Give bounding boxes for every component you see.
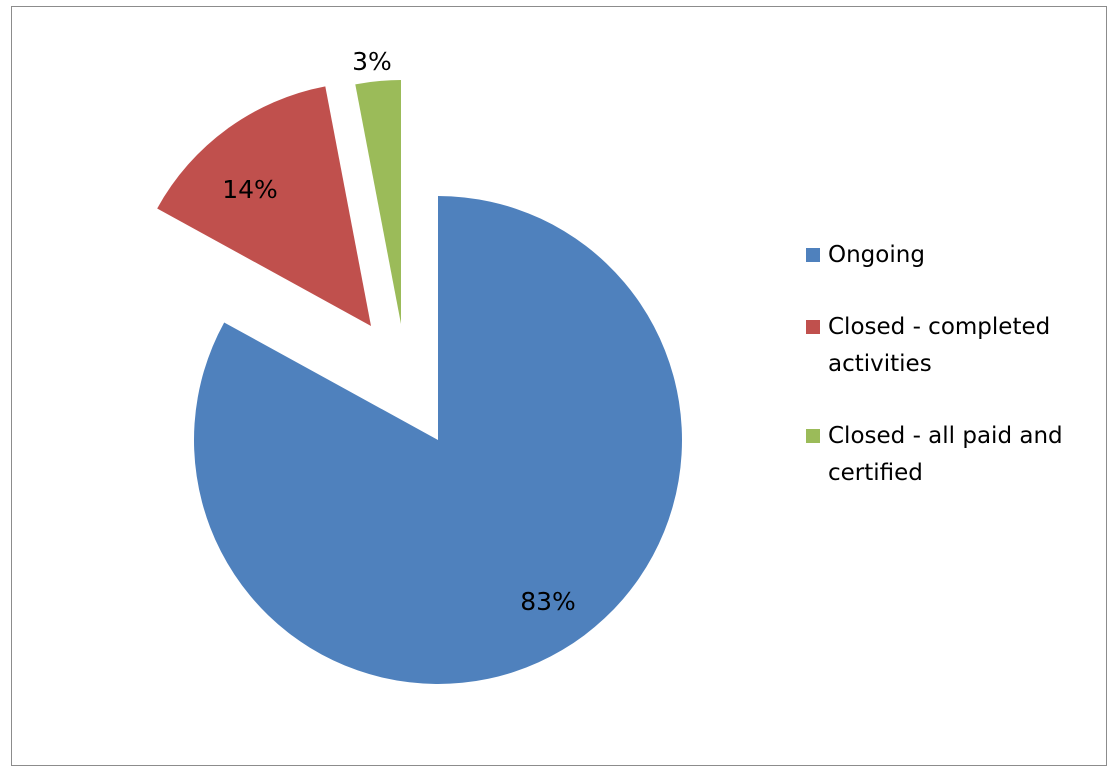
pie-slice-ongoing <box>193 196 682 684</box>
data-label-ongoing: 83% <box>520 587 576 616</box>
legend-swatch-ongoing <box>806 248 820 262</box>
pie-slice-closed-paid <box>355 80 401 324</box>
legend-item-closed-completed: Closed - completed activities <box>806 309 1106 383</box>
legend-label-closed-paid-line2: certified <box>828 460 923 486</box>
data-label-closed-paid: 3% <box>352 47 392 76</box>
legend-item-ongoing: Ongoing <box>806 237 1106 274</box>
legend-label-ongoing: Ongoing <box>828 242 925 268</box>
pie-slice-closed-completed <box>157 86 371 326</box>
legend: Ongoing Closed - completed activities Cl… <box>806 237 1106 527</box>
legend-label-closed-completed-line1: Closed - completed <box>828 314 1051 340</box>
legend-label-closed-paid-line1: Closed - all paid and <box>828 423 1063 449</box>
legend-swatch-closed-paid <box>806 429 820 443</box>
data-label-closed-completed: 14% <box>222 175 278 204</box>
legend-label-closed-completed-line2: activities <box>828 351 932 377</box>
legend-item-closed-paid: Closed - all paid and certified <box>806 418 1106 492</box>
legend-swatch-closed-completed <box>806 320 820 334</box>
